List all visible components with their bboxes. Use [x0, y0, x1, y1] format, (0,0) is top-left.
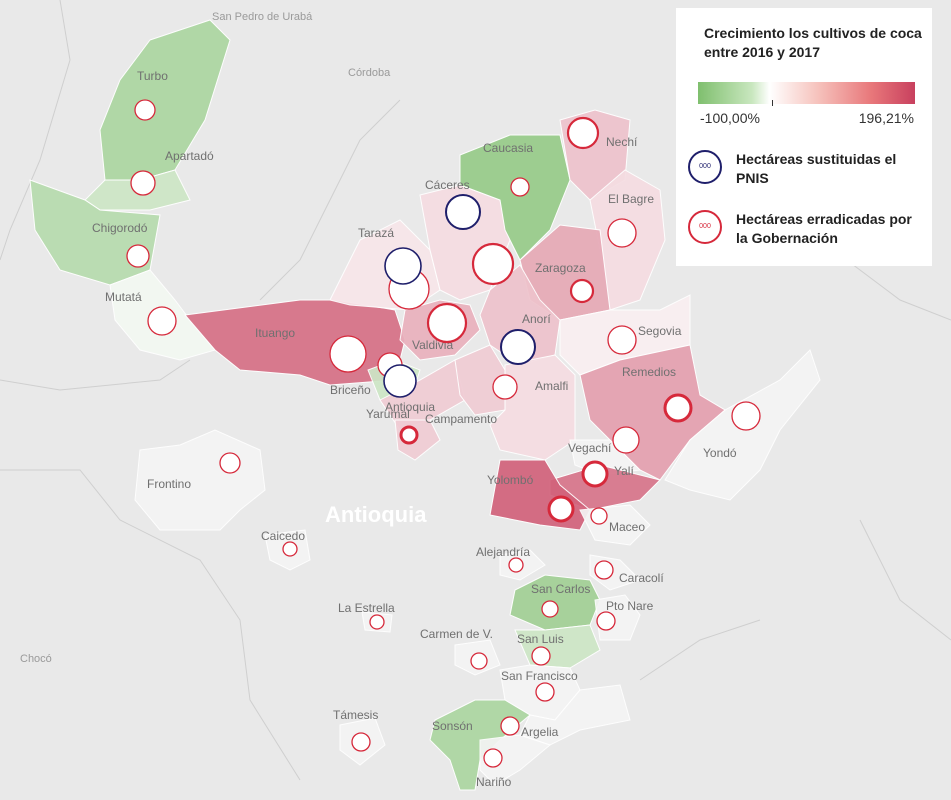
gob-marker-ituango	[329, 335, 367, 373]
region-label-san-pedro: San Pedro de Urabá	[212, 11, 313, 23]
municipality-label-alejandria: Alejandría	[476, 545, 530, 559]
region-label-cordoba: Córdoba	[348, 67, 391, 79]
gob-marker-caracoli	[594, 560, 614, 580]
region-labels: San Pedro de Urabá Córdoba Chocó	[20, 11, 391, 665]
gob-marker-san-luis	[531, 646, 551, 666]
municipality-label-caracoli: Caracolí	[619, 571, 664, 585]
municipality-label-el-bagre: El Bagre	[608, 192, 654, 206]
municipality-label-yolombo: Yolombó	[487, 473, 534, 487]
municipality-label-chigorodo: Chigorodó	[92, 221, 148, 235]
pnis-circle-icon: 000	[688, 150, 722, 184]
municipality-label-tamesis: Támesis	[333, 708, 378, 722]
legend-title: Crecimiento los cultivos de coca entre 2…	[704, 25, 922, 60]
municipality-label-amalfi: Amalfi	[535, 379, 568, 393]
gob-marker-yali	[581, 460, 609, 488]
gob-marker-caicedo	[282, 541, 298, 557]
pnis-marker-taraza	[384, 247, 422, 285]
municipality-label-argelia: Argelia	[521, 725, 559, 739]
municipality-label-caicedo: Caicedo	[261, 529, 305, 543]
pnis-marker-caceres	[445, 194, 481, 230]
municipality-label-caceres: Cáceres	[425, 178, 470, 192]
municipality-label-vegachi: Vegachí	[568, 441, 612, 455]
gob-marker-frontino	[219, 452, 241, 474]
municipality-label-la-estrella: La Estrella	[338, 601, 395, 615]
gob-marker-segovia	[607, 325, 637, 355]
legend-zero-tick	[772, 100, 773, 106]
gob-marker-yondo	[731, 401, 761, 431]
pnis-circle-text: 000	[699, 163, 711, 170]
municipality-label-campamento: Campamento	[425, 412, 497, 426]
gob-marker-carmen	[470, 652, 488, 670]
gob-marker-narino	[483, 748, 503, 768]
gob-marker-apartado	[130, 170, 156, 196]
gob-marker-antioquia	[399, 425, 419, 445]
municipality-label-san-luis: San Luis	[517, 632, 564, 646]
pnis-marker-briceno	[383, 364, 417, 398]
municipality-label-turbo: Turbo	[137, 69, 168, 83]
gob-marker-yolombo	[547, 495, 575, 523]
gob-marker-campamento	[492, 374, 518, 400]
legend-max-label: 196,21%	[858, 110, 914, 126]
gob-marker-san-francisco	[535, 682, 555, 702]
gobernacion-circle-icon: 000	[688, 210, 722, 244]
municipality-label-san-francisco: San Francisco	[501, 669, 578, 683]
gob-marker-valdivia	[426, 302, 468, 344]
municipality-label-yondo: Yondó	[703, 446, 737, 460]
gob-marker-pto-nare	[596, 611, 616, 631]
gobernacion-markers	[126, 99, 761, 768]
gob-marker-el-bagre	[607, 218, 637, 248]
municipality-label-frontino: Frontino	[147, 477, 191, 491]
legend-panel: Crecimiento los cultivos de coca entre 2…	[676, 8, 932, 266]
municipality-label-nechi: Nechí	[606, 135, 638, 149]
gob-marker-nechi	[566, 116, 600, 150]
municipality-label-briceno: Briceño	[330, 383, 371, 397]
municipality-label-caucasia: Caucasia	[483, 141, 533, 155]
municipality-label-carmen: Carmen de V.	[420, 627, 493, 641]
region-label-choco: Chocó	[20, 653, 52, 665]
gob-marker-zaragoza	[569, 278, 595, 304]
gob-marker-cacer2	[471, 242, 515, 286]
gob-marker-caceres	[510, 177, 530, 197]
municipality-label-yali: Yalí	[614, 464, 634, 478]
gob-marker-remedios	[663, 393, 693, 423]
municipality-shape-caucasia	[459, 134, 571, 261]
municipality-label-segovia: Segovia	[638, 324, 682, 338]
municipality-label-antioquia: Antioquia	[385, 400, 435, 414]
municipality-label-apartado: Apartadó	[165, 149, 214, 163]
gob-marker-alejandria	[508, 557, 524, 573]
municipality-label-zaragoza: Zaragoza	[535, 261, 586, 275]
pnis-markers	[383, 194, 536, 398]
gob-marker-san-carlos	[541, 600, 559, 618]
municipality-label-remedios: Remedios	[622, 365, 676, 379]
municipality-label-pto-nare: Pto Nare	[606, 599, 654, 613]
municipality-label-maceo: Maceo	[609, 520, 645, 534]
legend-min-label: -100,00%	[700, 110, 760, 126]
municipality-label-taraza: Tarazá	[358, 226, 394, 240]
legend-color-scale	[698, 82, 915, 104]
department-label: Antioquia	[325, 502, 427, 527]
pnis-marker-anori	[500, 329, 536, 365]
municipality-label-mutata: Mutatá	[105, 290, 142, 304]
gob-marker-la-estrella	[369, 614, 385, 630]
municipality-label-narino: Nariño	[476, 775, 512, 789]
municipality-shape-narino	[479, 734, 552, 786]
municipality-label-ituango: Ituango	[255, 326, 295, 340]
legend-gobernacion-label: Hectáreas erradicadas por la Gobernación	[736, 211, 912, 246]
municipality-label-san-carlos: San Carlos	[531, 582, 590, 596]
municipality-label-yarumal: Yarumal	[366, 407, 410, 421]
gobernacion-circle-text: 000	[699, 223, 711, 230]
gob-marker-maceo	[590, 507, 608, 525]
municipality-label-anori: Anorí	[522, 312, 551, 326]
gob-marker-tamesis	[351, 732, 371, 752]
gob-marker-vegachi	[612, 426, 640, 454]
municipality-label-sonson: Sonsón	[432, 719, 473, 733]
gob-marker-turbo	[134, 99, 156, 121]
gob-marker-sonson	[500, 716, 520, 736]
gob-marker-chigorodo	[126, 244, 150, 268]
gob-marker-mutata	[147, 306, 177, 336]
municipality-labels: Turbo Apartadó Chigorodó Mutatá Ituango …	[92, 69, 737, 789]
legend-pnis-label: Hectáreas sustituidas el PNIS	[736, 151, 897, 186]
